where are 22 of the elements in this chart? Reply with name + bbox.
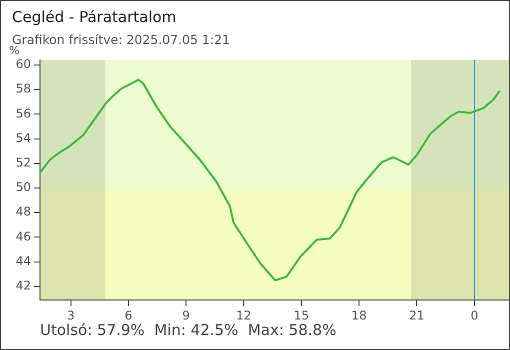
x-tick-label: 18	[351, 308, 367, 322]
x-tick-label: 6	[124, 308, 132, 322]
y-axis-title: %	[9, 44, 20, 57]
y-tick-label: 46	[16, 229, 31, 244]
y-tick-label: 44	[16, 254, 31, 268]
y-tick-label: 58	[16, 82, 31, 96]
y-tick-label: 54	[16, 130, 31, 145]
x-tick-label: 12	[236, 308, 252, 322]
x-tick-label: 3	[66, 308, 75, 322]
y-tick-label: 48	[16, 204, 31, 219]
x-tick-label: 15	[294, 308, 310, 322]
x-tick-label: 0	[470, 308, 478, 322]
y-tick-label: 56	[16, 106, 31, 120]
y-tick-label: 42	[16, 278, 31, 293]
x-tick-label: 21	[409, 308, 424, 322]
x-tick-label: 9	[182, 308, 190, 322]
y-tick-label: 60	[16, 57, 31, 72]
y-tick-label: 50	[16, 180, 31, 194]
text: Utolsó: 57.9% Min: 42.5% Max: 58.8%	[40, 321, 336, 339]
y-tick-label: 52	[16, 156, 31, 170]
chart-title: Cegléd - Páratartalom	[12, 8, 176, 26]
chart-subtitle: Grafikon frissítve: 2025.07.05 1:21	[12, 32, 230, 47]
